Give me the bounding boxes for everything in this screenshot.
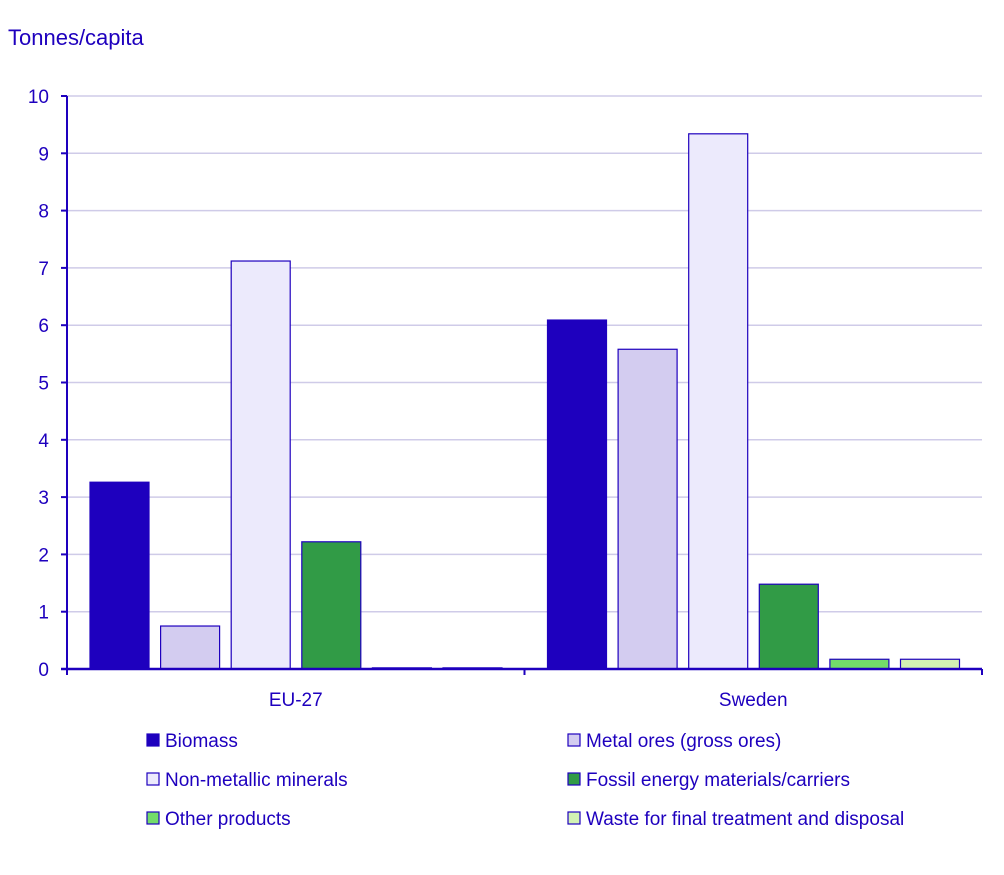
bar (617, 348, 678, 670)
legend-label: Fossil energy materials/carriers (586, 770, 850, 791)
bar (301, 541, 362, 670)
y-tick-label: 3 (38, 488, 49, 509)
y-tick-label: 10 (28, 87, 49, 108)
legend-label: Waste for final treatment and disposal (586, 809, 904, 830)
legend-label: Metal ores (gross ores) (586, 731, 781, 752)
y-tick-label: 4 (38, 431, 49, 452)
bar (160, 625, 221, 670)
legend-label: Biomass (165, 731, 238, 752)
y-tick-label: 0 (38, 660, 49, 681)
y-tick-label: 2 (38, 545, 49, 566)
legend-swatch (146, 772, 160, 786)
y-tick-label: 9 (38, 144, 49, 165)
legend-swatch (567, 772, 581, 786)
bar (688, 133, 749, 670)
legend-swatch (146, 733, 160, 747)
bar (899, 658, 961, 670)
legend-swatch (146, 811, 160, 825)
y-tick-label: 1 (38, 603, 49, 624)
bar (758, 583, 819, 670)
y-tick-label: 8 (38, 202, 49, 223)
x-tick-label: EU-27 (269, 690, 323, 711)
x-tick-label: Sweden (719, 690, 788, 711)
y-axis-label: Tonnes/capita (8, 25, 145, 50)
legend-label: Non-metallic minerals (165, 770, 348, 791)
bar (546, 319, 608, 670)
y-tick-label: 7 (38, 259, 49, 280)
legend-label: Other products (165, 809, 291, 830)
bar (89, 481, 150, 670)
y-tick-label: 5 (38, 374, 49, 395)
legend-swatch (567, 811, 581, 825)
y-tick-label: 6 (38, 316, 49, 337)
legend-swatch (567, 733, 581, 747)
bar (829, 658, 890, 670)
bar (230, 260, 291, 670)
